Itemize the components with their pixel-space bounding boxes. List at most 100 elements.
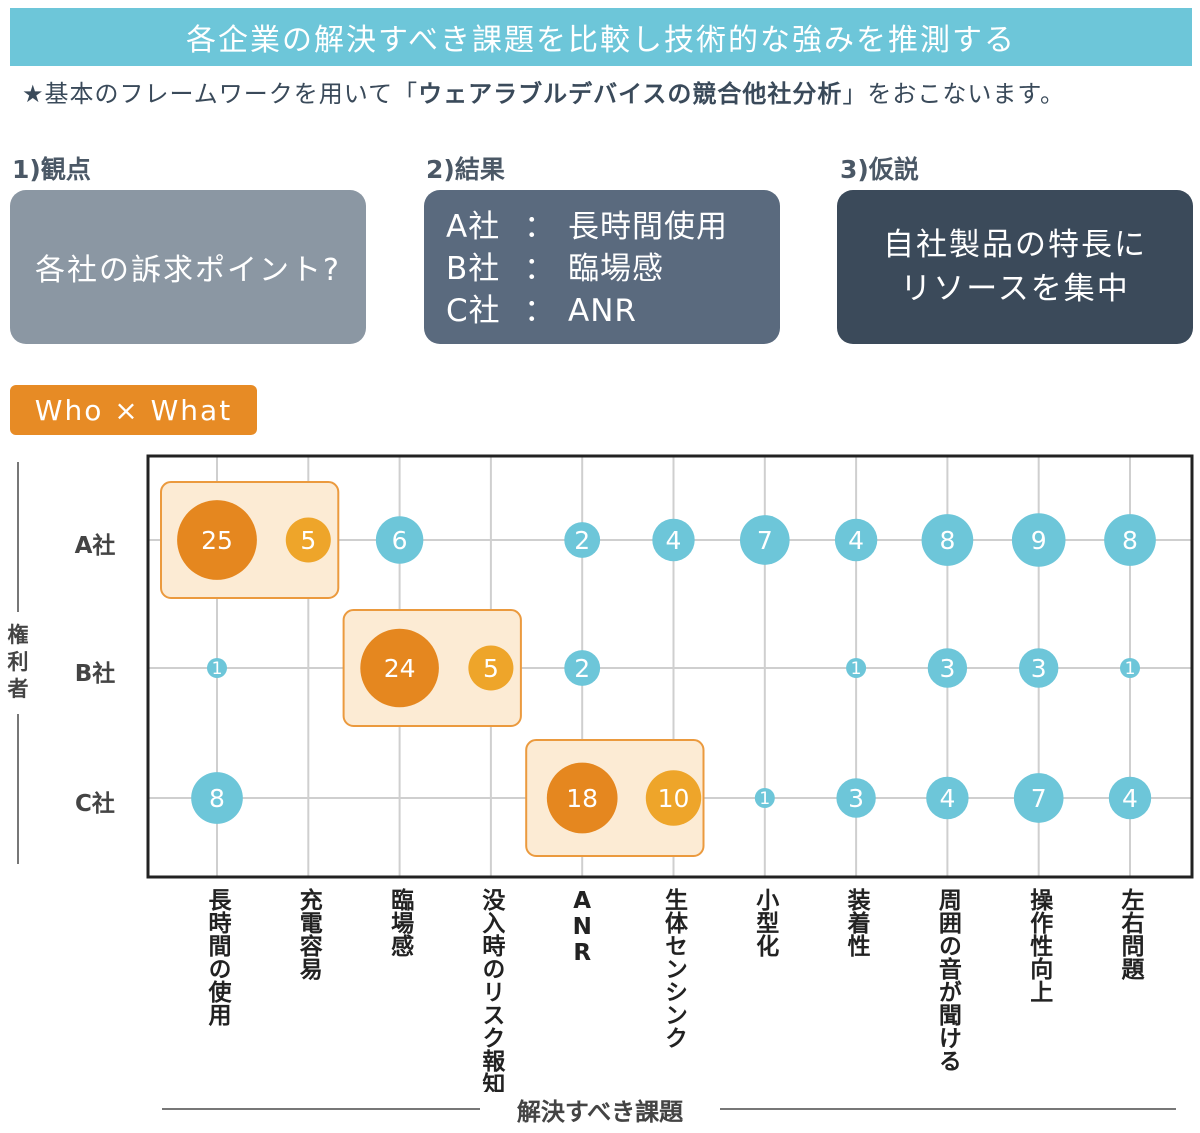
x-category-label: 臨場感 xyxy=(386,888,413,957)
x-category-label: 充電容易 xyxy=(295,888,322,980)
bubble xyxy=(926,776,969,820)
bubble xyxy=(375,516,424,564)
bubble xyxy=(360,628,439,708)
bubble xyxy=(921,514,974,566)
bubble xyxy=(564,650,601,686)
bubble xyxy=(1108,776,1152,820)
result-company-c: C社 xyxy=(446,293,501,329)
who-what-tag: Who × What xyxy=(10,385,257,435)
bubble-value-label: 3 xyxy=(848,784,864,813)
bubble xyxy=(207,658,227,678)
step2-label: 2)結果 xyxy=(426,155,505,184)
result-value-a: 長時間使用 xyxy=(568,209,728,245)
result-sep-a: ： xyxy=(524,209,556,245)
result-company-b: B社 xyxy=(446,251,501,287)
step3-label: 3)仮説 xyxy=(840,155,919,184)
row-label-a: A社 xyxy=(74,533,116,559)
bubble xyxy=(1013,773,1064,823)
bubble-value-label: 7 xyxy=(757,526,773,555)
bubble xyxy=(177,500,257,580)
x-category-label: 長時間の使用 xyxy=(204,888,230,1026)
chart-frame xyxy=(146,454,1194,879)
bubble xyxy=(739,515,790,565)
bubble-value-label: 1 xyxy=(1125,659,1136,679)
bubble-value-label: 6 xyxy=(392,526,408,555)
bubble-value-label: 5 xyxy=(483,654,499,683)
x-category-label: 没入時のリスク報知 xyxy=(477,888,504,1095)
x-category-label: 小型化 xyxy=(751,888,778,957)
bubble-value-label: 2 xyxy=(574,526,590,555)
hypothesis-line2: リソースを集中 xyxy=(900,271,1130,307)
bubble-value-label: 10 xyxy=(658,784,690,813)
result-sep-b: ： xyxy=(524,251,556,287)
bubble-value-label: 25 xyxy=(201,526,233,555)
bubble xyxy=(546,762,618,834)
bubble xyxy=(846,658,867,678)
bubble-value-label: 4 xyxy=(666,526,682,555)
bubble xyxy=(1120,658,1140,678)
bubble xyxy=(834,518,878,562)
subtitle-post: 」をおこないます。 xyxy=(842,80,1065,108)
subtitle-bold: ウェアラブルデバイスの競合他社分析 xyxy=(418,80,843,108)
y-axis-label-text: 権利者 xyxy=(7,623,29,701)
bubble-value-label: 8 xyxy=(1122,526,1138,555)
bubble xyxy=(1011,513,1066,567)
x-category-label: 左右問題 xyxy=(1117,888,1143,980)
bubble-value-label: 4 xyxy=(1122,784,1138,813)
bubble xyxy=(927,648,968,688)
result-box: A社 ： 長時間使用 B社 ： 臨場感 C社 ： ANR xyxy=(424,190,780,344)
hypothesis-line1: 自社製品の特長に xyxy=(883,227,1147,263)
x-category-label: 操作性向上 xyxy=(1025,888,1052,1003)
banner-title: 各企業の解決すべき課題を比較し技術的な強みを推測する xyxy=(10,8,1192,66)
bubble xyxy=(285,517,331,563)
x-axis-line-right xyxy=(718,1108,1176,1110)
result-line-b: B社 ： 臨場感 xyxy=(446,248,780,290)
bubble-value-label: 1 xyxy=(212,659,223,679)
bubble xyxy=(564,522,601,558)
result-value-c: ANR xyxy=(568,293,637,329)
x-category-label: 周囲の音が聞ける xyxy=(934,888,961,1072)
y-axis-line-top xyxy=(17,462,19,612)
bubble-value-label: 3 xyxy=(1031,654,1047,683)
bubble xyxy=(1019,648,1059,688)
y-axis-label: 権利者 xyxy=(6,622,30,703)
x-axis-title: 解決すべき課題 xyxy=(480,1092,720,1127)
bubble xyxy=(652,518,695,562)
bubble-value-label: 7 xyxy=(1031,784,1047,813)
bubble xyxy=(468,645,514,691)
x-category-label: 生体センシンク xyxy=(660,888,687,1049)
bubble-value-label: 8 xyxy=(939,526,955,555)
bubble-value-label: 1 xyxy=(759,789,770,809)
x-category-label: ANR xyxy=(569,888,596,966)
result-line-c: C社 ： ANR xyxy=(446,290,780,332)
bubble xyxy=(1104,514,1156,566)
subtitle-pre: ★基本のフレームワークを用いて「 xyxy=(22,80,419,108)
hypothesis-box: 自社製品の特長に リソースを集中 xyxy=(837,190,1193,344)
subtitle: ★基本のフレームワークを用いて「ウェアラブルデバイスの競合他社分析」をおこないま… xyxy=(22,74,1065,109)
bubble-value-label: 5 xyxy=(300,526,316,555)
viewpoint-text: 各社の訴求ポイント? xyxy=(35,253,341,288)
bubble-value-label: 3 xyxy=(939,654,955,683)
x-category-label: 装着性 xyxy=(843,888,870,957)
bubble-value-label: 24 xyxy=(384,654,416,683)
step1-label: 1)観点 xyxy=(12,155,91,184)
bubble xyxy=(191,772,243,824)
bubble-value-label: 4 xyxy=(848,526,864,555)
bubble-value-label: 2 xyxy=(574,654,590,683)
y-axis-line-bottom xyxy=(17,714,19,864)
result-value-b: 臨場感 xyxy=(568,251,664,287)
result-company-a: A社 xyxy=(446,209,501,245)
bubble-value-label: 8 xyxy=(209,784,225,813)
bubble-value-label: 9 xyxy=(1031,526,1047,555)
bubble xyxy=(836,778,876,818)
result-line-a: A社 ： 長時間使用 xyxy=(446,206,780,248)
x-axis-line-left xyxy=(162,1108,482,1110)
y-axis-title: 権利者 xyxy=(6,462,30,864)
row-label-b: B社 xyxy=(74,661,116,687)
result-sep-c: ： xyxy=(524,293,556,329)
bubble-value-label: 18 xyxy=(566,784,598,813)
bubble xyxy=(754,788,775,808)
bubble-value-label: 1 xyxy=(851,659,862,679)
bubble xyxy=(645,770,702,826)
